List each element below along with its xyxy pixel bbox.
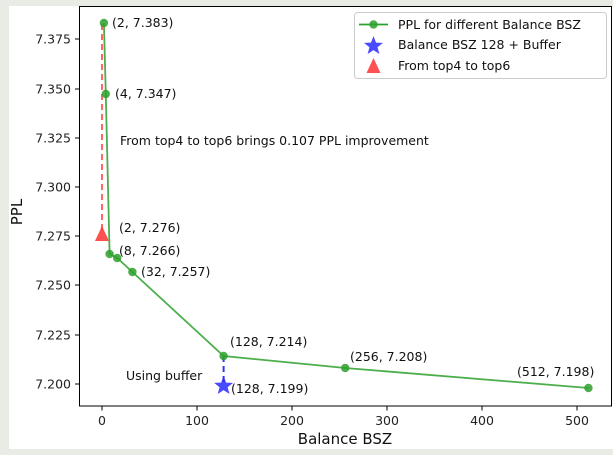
point-label: (128, 7.214)	[230, 334, 307, 349]
legend-item-top6: From top4 to top6	[366, 58, 510, 73]
data-point	[584, 383, 593, 393]
y-axis: 7.375 7.350 7.325 7.300 7.275 7.250 7.22…	[8, 32, 80, 392]
point-label: (8, 7.266)	[119, 243, 180, 258]
y-tick-label: 7.350	[35, 82, 71, 97]
point-label: (128, 7.199)	[231, 381, 308, 396]
x-tick-label: 500	[565, 413, 589, 428]
data-point	[219, 351, 228, 361]
data-point	[128, 267, 137, 277]
x-tick-label: 100	[185, 413, 209, 428]
x-tick-label: 0	[98, 413, 106, 428]
point-label: (2, 7.276)	[119, 220, 180, 235]
y-axis-label: PPL	[8, 198, 26, 225]
y-tick-label: 7.325	[35, 131, 71, 146]
legend: PPL for different Balance BSZ Balance BS…	[354, 12, 607, 79]
point-label: (256, 7.208)	[350, 349, 427, 364]
triangle-marker-icon	[366, 58, 381, 73]
y-tick-label: 7.300	[35, 180, 71, 195]
y-tick-label: 7.250	[35, 278, 71, 293]
legend-item-buffer: Balance BSZ 128 + Buffer	[364, 36, 562, 54]
x-tick-label: 200	[280, 413, 304, 428]
data-point	[105, 249, 114, 259]
triangle-marker-icon	[95, 226, 109, 241]
ppl-series-line	[103, 22, 589, 389]
data-point	[101, 89, 111, 99]
x-tick-label: 300	[375, 413, 399, 428]
y-tick-label: 7.375	[35, 32, 71, 47]
ppl-series-markers	[99, 18, 593, 393]
improvement-annotation: From top4 to top6 brings 0.107 PPL impro…	[120, 133, 429, 148]
circle-marker-icon	[369, 20, 378, 29]
x-axis-label: Balance BSZ	[298, 430, 392, 448]
legend-label: From top4 to top6	[398, 58, 510, 73]
point-label: (2, 7.383)	[112, 15, 173, 30]
star-marker-icon	[214, 376, 234, 394]
data-point	[99, 18, 109, 28]
x-axis: 0 100 200 300 400 500 Balance BSZ	[98, 406, 589, 448]
data-point	[341, 363, 350, 373]
legend-item-ppl: PPL for different Balance BSZ	[359, 17, 581, 32]
legend-label: Balance BSZ 128 + Buffer	[398, 37, 562, 52]
star-marker-icon	[364, 36, 383, 54]
x-tick-label: 400	[470, 413, 494, 428]
legend-label: PPL for different Balance BSZ	[398, 17, 581, 32]
y-tick-label: 7.200	[35, 377, 71, 392]
point-label: (4, 7.347)	[115, 86, 176, 101]
data-point	[113, 253, 122, 263]
point-label: (512, 7.198)	[517, 364, 594, 379]
y-tick-label: 7.225	[35, 328, 71, 343]
point-label: (32, 7.257)	[141, 264, 210, 279]
y-tick-label: 7.275	[35, 229, 71, 244]
buffer-annotation: Using buffer	[126, 368, 203, 383]
